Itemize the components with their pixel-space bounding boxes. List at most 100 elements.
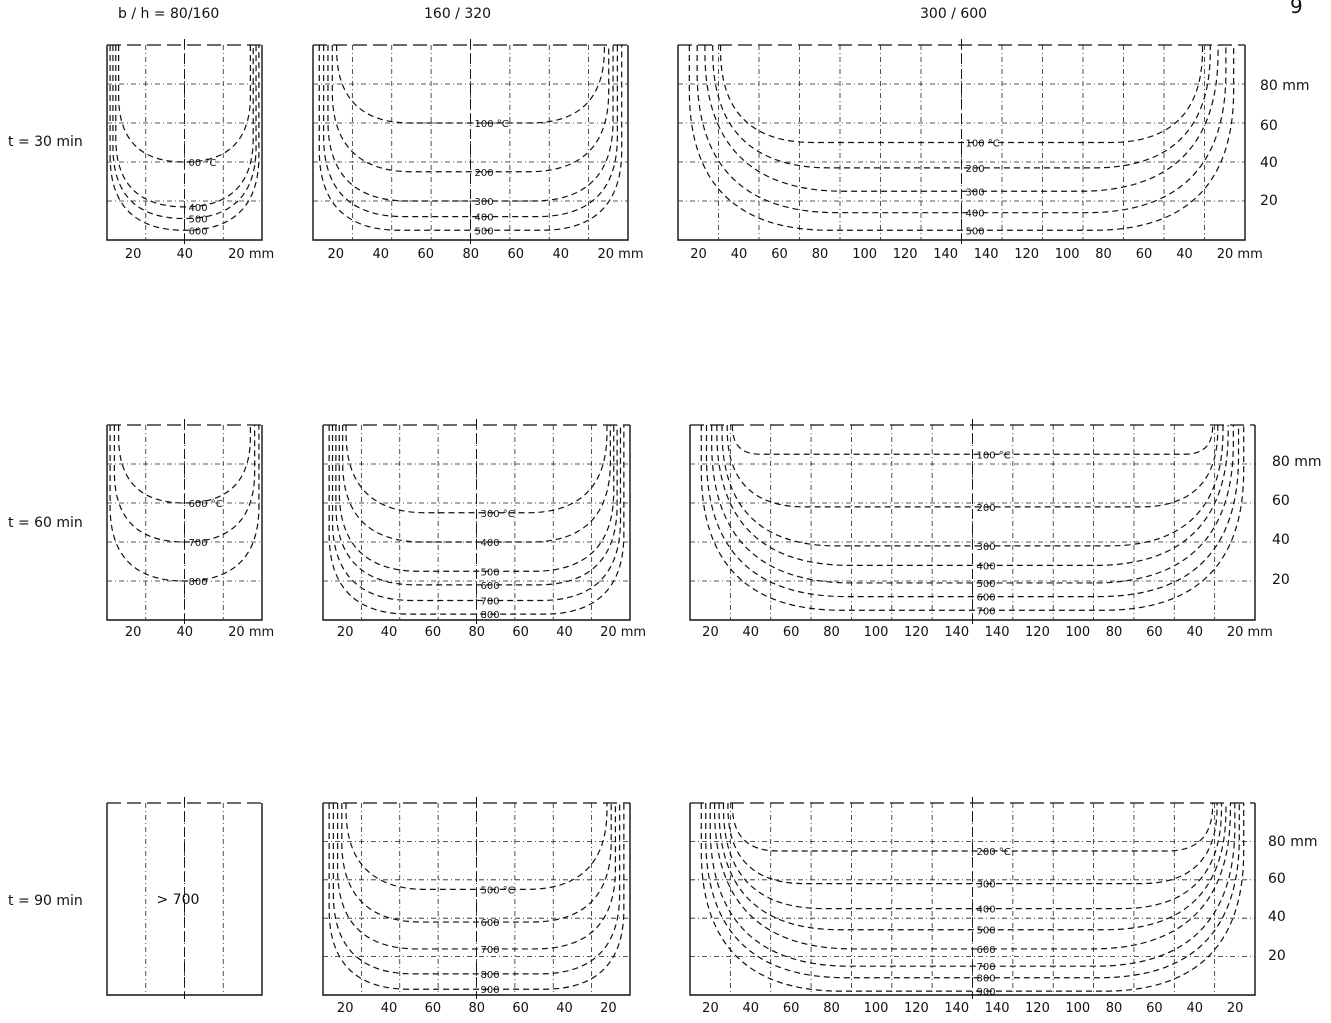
isotherm-400: [115, 45, 254, 208]
isotherm-400: [342, 425, 611, 543]
isotherm-label: 200: [977, 503, 996, 514]
x-tick-label: 120: [904, 1001, 929, 1016]
x-tick-label: 60: [508, 247, 525, 262]
right-axis-r3-80: 80 mm: [1268, 834, 1318, 850]
isotherm-500: [338, 425, 615, 572]
isotherm-label: 300: [977, 880, 996, 891]
isotherm-400: [722, 803, 1223, 910]
isotherm-800: [705, 803, 1240, 979]
x-tick-label: 40: [373, 247, 390, 262]
x-tick-label: 40: [381, 1001, 398, 1016]
isotherm-label: 300: [475, 197, 494, 208]
x-tick-label: 20: [337, 1001, 354, 1016]
isotherm-label: 100 °C: [966, 139, 1000, 150]
isotherm-label: 100 °C: [977, 450, 1011, 461]
row-label-30: t = 30 min: [8, 134, 83, 150]
isotherm-600: [335, 425, 618, 586]
x-tick-label: 60: [1146, 1001, 1163, 1016]
right-axis-r1-80: 80 mm: [1260, 78, 1310, 94]
x-tick-label: 40: [177, 247, 194, 262]
x-tick-label: 20: [125, 247, 142, 262]
isotherm-100: [719, 45, 1204, 144]
isotherm-label: 600: [189, 226, 208, 237]
x-tick-label: 20 mm: [600, 625, 646, 640]
x-tick-label: 20: [690, 247, 707, 262]
x-tick-label: 140: [985, 625, 1010, 640]
isotherm-800: [332, 803, 621, 975]
isotherm-label: 200: [475, 168, 494, 179]
isotherm-label: 400: [189, 203, 208, 214]
isotherm-label: 500: [475, 226, 494, 237]
isotherm-700: [336, 803, 617, 950]
isotherm-label: 600: [977, 945, 996, 956]
x-tick-label: 100: [1065, 1001, 1090, 1016]
x-tick-label: 120: [1025, 625, 1050, 640]
x-tick-label: 40: [1186, 625, 1203, 640]
right-axis-r1-60: 60: [1260, 118, 1278, 134]
isotherm-700: [331, 425, 622, 602]
isotherm-label: 700: [977, 606, 996, 617]
isotherm-600: [109, 45, 260, 231]
isotherm-100: [731, 425, 1214, 455]
x-tick-label: 20: [125, 625, 142, 640]
x-tick-label: 60: [783, 1001, 800, 1016]
x-tick-label: 40: [177, 625, 194, 640]
x-tick-label: 100: [1055, 247, 1080, 262]
x-tick-label: 60: [512, 625, 529, 640]
isotherm-label: 300: [977, 542, 996, 553]
x-tick-label: 60: [783, 625, 800, 640]
isotherm-label: 800: [481, 970, 500, 981]
right-axis-r2-40: 40: [1272, 532, 1290, 548]
col-header-3: 300 / 600: [920, 6, 988, 22]
isotherm-100: [336, 45, 605, 124]
isotherm-500: [711, 425, 1234, 584]
page-number: 9: [1290, 0, 1303, 18]
isotherm-label: 500: [189, 215, 208, 226]
right-axis-r1-20: 20: [1260, 193, 1278, 209]
x-tick-label: 20: [1227, 1001, 1244, 1016]
isotherm-label: 400: [966, 209, 985, 220]
isotherm-600: [714, 803, 1231, 950]
x-tick-label: 100: [1065, 625, 1090, 640]
isotherm-300: [704, 45, 1219, 192]
isotherm-300: [721, 425, 1224, 547]
x-tick-label: 140: [944, 625, 969, 640]
isotherm-label: 500: [966, 226, 985, 237]
x-tick-label: 80: [1095, 247, 1112, 262]
row-label-60: t = 60 min: [8, 515, 83, 531]
x-tick-label: 20 mm: [1217, 247, 1263, 262]
isotherm-label: 400: [977, 561, 996, 572]
x-tick-label: 60: [425, 625, 442, 640]
center-value: > 700: [157, 892, 200, 908]
x-tick-label: 20: [702, 625, 719, 640]
isotherm-label: 300: [966, 187, 985, 198]
x-tick-label: 120: [893, 247, 918, 262]
isotherm-label: 600 °C: [189, 499, 223, 510]
isotherm-label: 900: [977, 987, 996, 998]
isotherm-label: 500: [977, 579, 996, 590]
x-tick-label: 120: [904, 625, 929, 640]
x-tick-label: 40: [1186, 1001, 1203, 1016]
x-tick-label: 40: [381, 625, 398, 640]
right-axis-r3-20: 20: [1268, 948, 1286, 964]
x-tick-label: 80: [469, 625, 486, 640]
isotherm-200: [712, 45, 1211, 169]
isotherm-label: 600: [481, 581, 500, 592]
right-axis-r3-60: 60: [1268, 871, 1286, 887]
x-tick-label: 80: [812, 247, 829, 262]
x-tick-label: 80: [1106, 1001, 1123, 1016]
isotherm-700: [113, 425, 256, 543]
isotherm-700: [709, 803, 1236, 967]
x-tick-label: 80: [823, 625, 840, 640]
isotherm-label: 900: [481, 985, 500, 996]
isotherm-label: 400: [481, 538, 500, 549]
isotherm-label: 400: [475, 213, 494, 224]
isotherm-800: [328, 425, 625, 615]
x-tick-label: 20 mm: [228, 625, 274, 640]
x-tick-label: 140: [985, 1001, 1010, 1016]
x-tick-label: 60: [1136, 247, 1153, 262]
x-tick-label: 100: [864, 625, 889, 640]
x-tick-label: 60: [1146, 625, 1163, 640]
